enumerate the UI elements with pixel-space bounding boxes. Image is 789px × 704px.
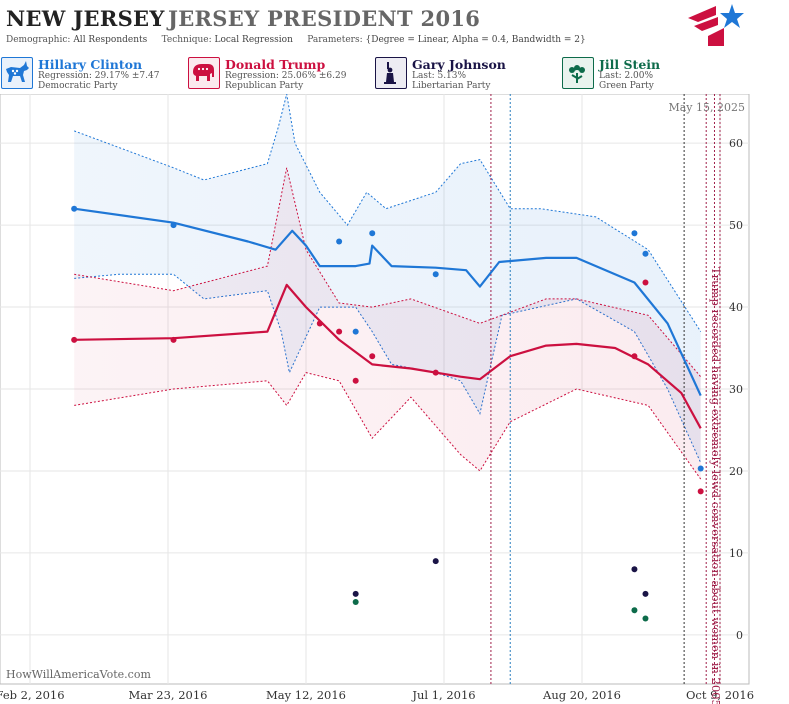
donald-trump-poll-point [697, 488, 704, 495]
donald-trump-poll-point [432, 369, 439, 376]
candidate-name: Gary Johnson [412, 57, 506, 72]
hillary-clinton-poll-point [697, 465, 704, 472]
donald-trump-poll-point [631, 353, 638, 360]
donald-trump-poll-point [71, 336, 78, 343]
date-stamp: May 15, 2025 [668, 101, 745, 114]
event-annotation: Trump recorded having extremely lewd con… [709, 267, 723, 704]
candidate-card-johnson: Gary Johnson Last: 5.13% Libertarian Par… [374, 56, 560, 91]
candidate-party: Green Party [599, 81, 654, 91]
donald-trump-band-fill [74, 167, 701, 480]
donald-trump-poll-point [642, 279, 649, 286]
hillary-clinton-poll-point [369, 230, 376, 237]
y-tick-label: 30 [729, 383, 743, 396]
candidate-name: Donald Trump [225, 57, 326, 72]
donald-trump-poll-point [316, 320, 323, 327]
donald-trump-poll-point [336, 328, 343, 335]
jill-stein-poll-point [642, 615, 649, 622]
candidate-party: Libertarian Party [412, 81, 491, 91]
state-title: NEW JERSEY [6, 6, 165, 31]
hillary-clinton-band-fill [74, 94, 701, 463]
candidate-party: Republican Party [225, 81, 304, 91]
candidate-bar: Hillary Clinton Regression: 29.17% ±7.47… [0, 54, 750, 93]
donald-trump-upper-bound [74, 167, 702, 378]
confidence-bands [74, 94, 702, 480]
poll-points [71, 205, 704, 622]
donald-trump-trend-line [74, 283, 702, 429]
jill-stein-poll-point [631, 607, 638, 614]
candidate-name: Hillary Clinton [38, 57, 143, 72]
donald-trump-lower-bound [74, 372, 702, 480]
gary-johnson-poll-point [352, 590, 359, 597]
x-tick-label: Feb 2, 2016 [0, 688, 65, 702]
elephant-icon [188, 57, 220, 89]
gary-johnson-poll-point [631, 566, 638, 573]
candidate-card-clinton: Hillary Clinton Regression: 29.17% ±7.47… [0, 56, 186, 91]
x-tick-label: Jul 1, 2016 [411, 688, 475, 702]
candidate-card-stein: Jill Stein Last: 2.00% Green Party [561, 56, 747, 91]
hillary-clinton-poll-point [71, 205, 78, 212]
trend-lines [74, 207, 702, 429]
hillary-clinton-poll-point [352, 328, 359, 335]
donald-trump-poll-point [369, 353, 376, 360]
x-tick-label: Aug 20, 2016 [542, 688, 621, 702]
y-tick-label: 50 [729, 219, 743, 232]
hillary-clinton-upper-bound [74, 94, 702, 332]
watermark: HowWillAmericaVote.com [6, 668, 151, 681]
site-logo-icon [688, 4, 744, 46]
candidate-last: Last: 5.13% [412, 71, 467, 81]
y-axis-ticks: 0 10 20 30 40 50 60 [729, 137, 743, 642]
technique-label: Technique: [161, 35, 212, 45]
hillary-clinton-poll-point [170, 222, 177, 229]
demographic-label: Demographic: [6, 35, 71, 45]
gary-johnson-poll-point [642, 590, 649, 597]
parameters-label: Parameters: [307, 35, 363, 45]
candidate-last: Last: 2.00% [599, 71, 654, 81]
hillary-clinton-poll-point [642, 250, 649, 257]
hillary-clinton-poll-point [432, 271, 439, 278]
candidate-party: Democratic Party [38, 81, 118, 91]
poll-chart: 0 10 20 30 40 50 60 Feb 2, 2016 Mar 23, 2016 May… [0, 94, 754, 704]
demographic-value: All Respondents [73, 35, 148, 45]
candidate-regression: Regression: 29.17% ±7.47 [38, 71, 160, 81]
x-tick-label: Oct 9, 2016 [686, 688, 754, 702]
donald-trump-poll-point [170, 336, 177, 343]
flower-icon [562, 57, 594, 89]
x-tick-label: Mar 23, 2016 [129, 688, 208, 702]
hillary-clinton-trend-line [74, 207, 702, 397]
race-title: JERSEY PRESIDENT 2016 [168, 6, 481, 31]
donkey-icon [1, 57, 33, 89]
candidate-name: Jill Stein [599, 57, 661, 72]
donald-trump-poll-point [352, 377, 359, 384]
candidate-card-trump: Donald Trump Regression: 25.06% ±6.29 Re… [187, 56, 373, 91]
y-tick-label: 0 [736, 629, 743, 642]
candidate-regression: Regression: 25.06% ±6.29 [225, 71, 347, 81]
hillary-clinton-poll-point [336, 238, 343, 245]
x-tick-label: May 12, 2016 [266, 688, 346, 702]
parameters-line: Demographic: All Respondents Technique: … [6, 35, 586, 45]
parameters-value: {Degree = Linear, Alpha = 0.4, Bandwidth… [365, 35, 586, 45]
y-tick-label: 10 [729, 547, 743, 560]
x-axis-ticks: Feb 2, 2016 Mar 23, 2016 May 12, 2016 Jul 1… [0, 688, 754, 702]
y-tick-label: 20 [729, 465, 743, 478]
y-tick-label: 40 [729, 301, 743, 314]
jill-stein-poll-point [352, 599, 359, 606]
gary-johnson-poll-point [432, 558, 439, 565]
y-tick-label: 60 [729, 137, 743, 150]
technique-value: Local Regression [214, 35, 293, 45]
hillary-clinton-poll-point [631, 230, 638, 237]
liberty-statue-icon [375, 57, 407, 89]
